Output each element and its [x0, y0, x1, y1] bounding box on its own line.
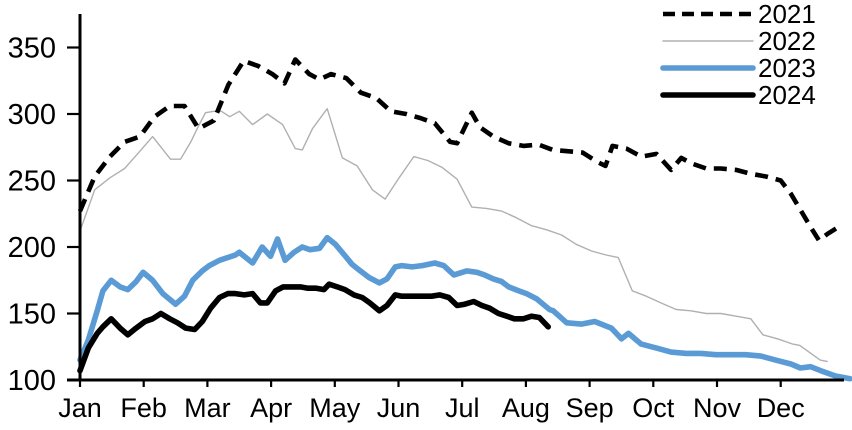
axis-labels: 100 150 200 250 300 350 Jan Feb Mar Apr May Jun Jul A…	[8, 33, 805, 424]
x-axis-label-Jan: Jan	[58, 393, 102, 423]
x-axis-label-Jun: Jun	[377, 393, 421, 423]
series-line-2024	[77, 281, 552, 374]
legend-label-2022: 2022	[758, 26, 816, 56]
y-axis-label-250: 250	[8, 166, 56, 198]
x-axis-label-Jul: Jul	[445, 393, 480, 423]
y-axis-label-100: 100	[8, 365, 56, 397]
legend-item-2024: 2024	[660, 80, 816, 110]
y-axis-label-200: 200	[8, 232, 56, 264]
x-axis-label-Sep: Sep	[566, 393, 614, 423]
x-axis-label-Feb: Feb	[120, 393, 167, 423]
x-axis-label-Nov: Nov	[693, 393, 742, 423]
y-axis-label-350: 350	[8, 33, 56, 65]
series-line-2021	[77, 57, 842, 243]
series-line-2023	[77, 234, 852, 382]
series-lines	[77, 57, 852, 382]
x-axis-label-Apr: Apr	[250, 393, 292, 423]
x-axis-label-Aug: Aug	[502, 393, 550, 423]
legend-label-2021: 2021	[758, 0, 816, 29]
y-axis-label-150: 150	[8, 299, 56, 331]
series-line-2022	[79, 107, 828, 363]
x-axis-label-May: May	[309, 393, 361, 423]
x-axis-label-Dec: Dec	[757, 393, 805, 423]
x-axis-label-Mar: Mar	[184, 393, 231, 423]
legend-label-2024: 2024	[758, 80, 816, 110]
y-axis-label-300: 300	[8, 99, 56, 131]
axes	[67, 14, 844, 387]
legend-item-2021: 2021	[663, 0, 816, 29]
x-axis-label-Oct: Oct	[632, 393, 675, 423]
legend-item-2023: 2023	[660, 53, 816, 83]
legend-item-2022: 2022	[662, 26, 816, 56]
legend-label-2023: 2023	[758, 53, 816, 83]
